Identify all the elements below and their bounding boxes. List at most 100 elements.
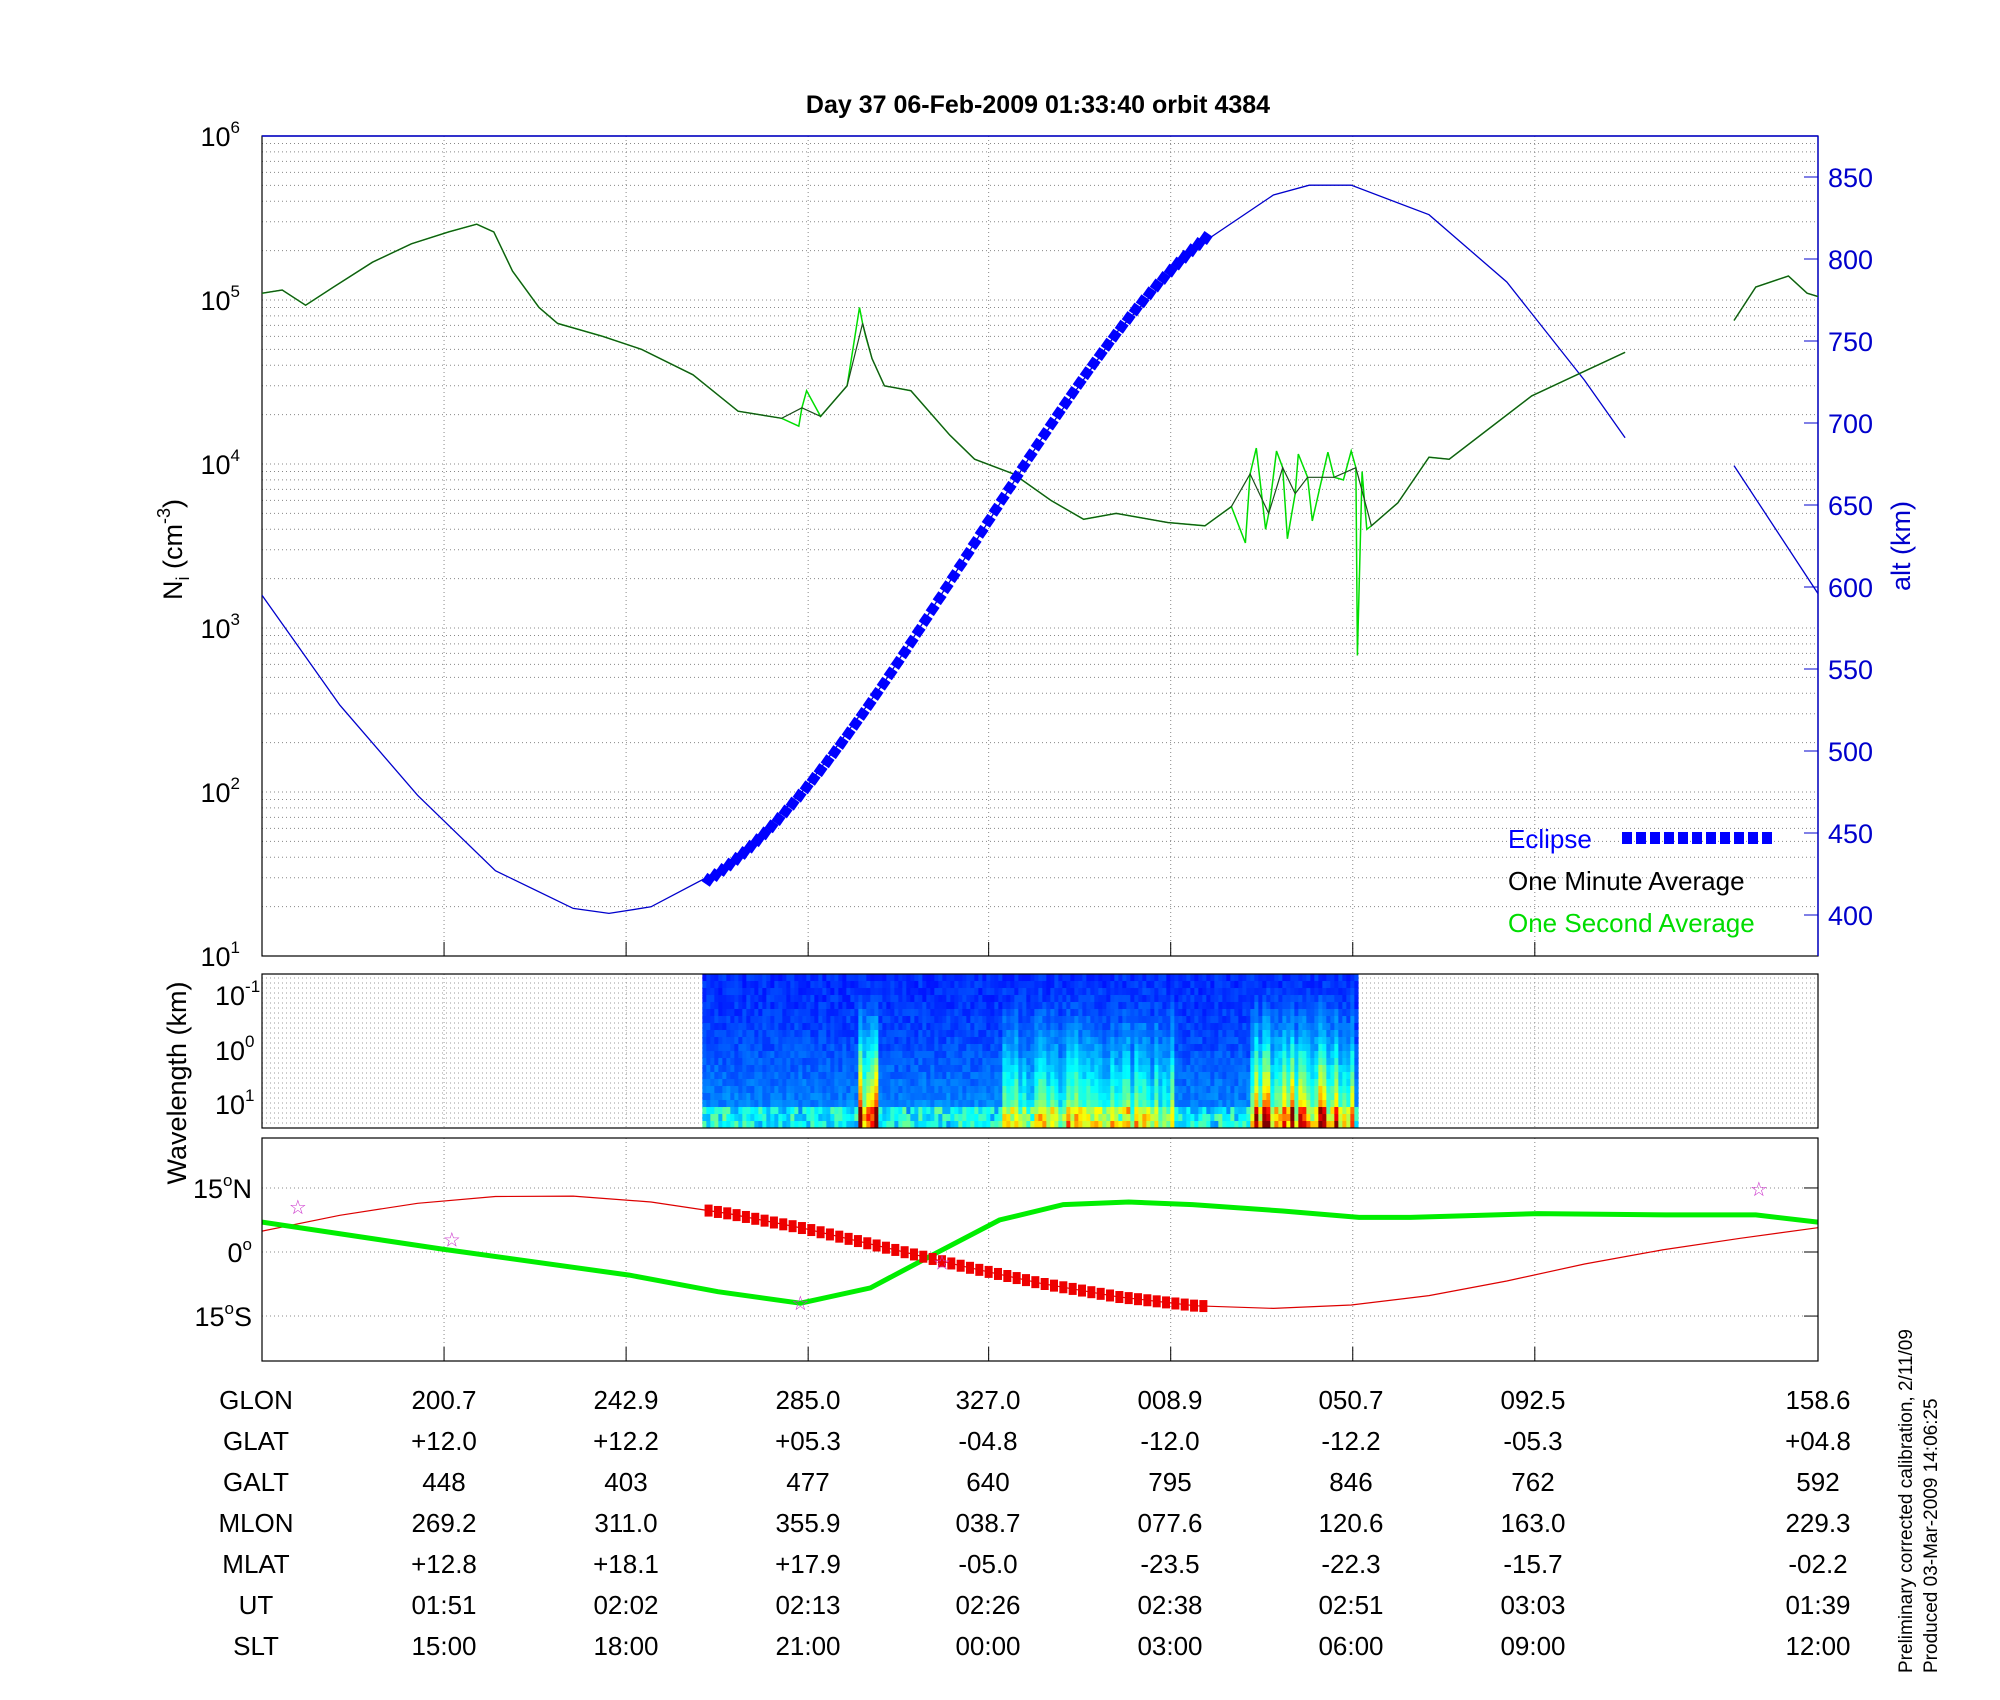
spectrogram-cell [910,1044,915,1052]
spectrogram-cell [1078,1107,1083,1115]
spectrogram-cell [994,1009,999,1017]
spectrogram-cell [1278,1037,1283,1045]
spectrogram-cell [950,1044,955,1052]
spectrogram-cell [1050,974,1055,982]
spectrogram-cell [1246,1093,1251,1101]
spectrogram-cell [774,1121,779,1129]
spectrogram-cell [730,1051,735,1059]
spectrogram-cell [1034,1037,1039,1045]
spectrogram-cell [1122,1121,1127,1129]
spectrogram-cell [866,988,871,996]
spectrogram-cell [974,1079,979,1087]
spectrogram-cell [1270,1058,1275,1066]
spectrogram-cell [1174,1051,1179,1059]
spectrogram-cell [1150,1093,1155,1101]
spectrogram-cell [1270,1065,1275,1073]
spectrogram-cell [1326,1051,1331,1059]
spectrogram-cell [1006,974,1011,982]
spectrogram-cell [1294,1037,1299,1045]
spectrogram-cell [1354,1030,1359,1038]
spectrogram-cell [794,1100,799,1108]
spectrogram-cell [1318,1093,1323,1101]
spectrogram-cell [1194,1051,1199,1059]
spectrogram-cell [974,1044,979,1052]
spectrogram-cell [966,1100,971,1108]
spectrogram-cell [1058,1121,1063,1129]
spectrogram-cell [886,1023,891,1031]
spectrogram-cell [874,995,879,1003]
spectrogram-cell [798,1002,803,1010]
spectrogram-cell [1066,1072,1071,1080]
spectrogram-cell [934,1086,939,1094]
spectrogram-cell [1186,1030,1191,1038]
spectrogram-cell [1074,995,1079,1003]
spectrogram-cell [830,1086,835,1094]
spectrogram-cell [1266,1058,1271,1066]
spectrogram-cell [1290,1093,1295,1101]
spectrogram-cell [854,1023,859,1031]
spectrogram-cell [978,1093,983,1101]
spectrogram-cell [954,988,959,996]
spectrogram-cell [1046,1072,1051,1080]
spectrogram-cell [1134,1009,1139,1017]
spectrogram-cell [1062,1107,1067,1115]
spectrogram-cell [1190,1121,1195,1129]
spectrogram-cell [1146,1023,1151,1031]
spectrogram-cell [1042,1016,1047,1024]
spectrogram-cell [1122,1079,1127,1087]
spectrogram-cell [1154,1051,1159,1059]
eclipse-marker [890,655,905,670]
spectrogram-cell [1126,988,1131,996]
spectrogram-cell [1066,974,1071,982]
spectrogram-cell [998,1044,1003,1052]
spectrogram-cell [762,1114,767,1122]
tick-exp: 0 [245,1032,254,1051]
spectrogram-cell [922,981,927,989]
spectrogram-cell [710,981,715,989]
spectrogram-cell [1002,1058,1007,1066]
spectrogram-cell [1170,1009,1175,1017]
spectrogram-cell [1218,1023,1223,1031]
spectrogram-cell [1058,1023,1063,1031]
table-cell: 477 [786,1467,829,1497]
spectrogram-cell [746,1009,751,1017]
spectrogram-cell [1342,1086,1347,1094]
spectrogram-cell [998,1030,1003,1038]
spectrogram-cell [1018,1093,1023,1101]
spectrogram-cell [718,1044,723,1052]
spectrogram-cell [1034,1086,1039,1094]
spectrogram-cell [814,1037,819,1045]
spectrogram-cell [1146,1051,1151,1059]
spectrogram-cell [1298,1051,1303,1059]
spectrogram-cell [750,988,755,996]
spectrogram-cell [1078,1093,1083,1101]
eclipse-marker [1107,328,1122,343]
spectrogram-cell [1174,1002,1179,1010]
spectrogram-cell [866,1107,871,1115]
spectrogram-cell [1194,995,1199,1003]
spectrogram-cell [1062,974,1067,982]
spectrogram-cell [1142,1051,1147,1059]
spectrogram-cell [890,1086,895,1094]
spectrogram-cell [1254,1044,1259,1052]
spectrogram-cell [1074,1086,1079,1094]
spectrogram-cell [822,1023,827,1031]
spectrogram-cell [902,1016,907,1024]
spectrogram-cell [1214,1072,1219,1080]
spectrogram-cell [1326,995,1331,1003]
spectrogram-cell [886,1044,891,1052]
spectrogram-cell [722,1030,727,1038]
spectrogram-cell [1246,988,1251,996]
spectrogram-cell [1038,1079,1043,1087]
spectrogram-cell [1078,1121,1083,1129]
spectrogram-cell [1334,1002,1339,1010]
spectrogram-cell [1034,1009,1039,1017]
spectrogram-cell [862,1023,867,1031]
spectrogram-cell [914,1100,919,1108]
spectrogram-cell [1098,981,1103,989]
spectrogram-cell [1278,1107,1283,1115]
spectrogram-cell [1254,1016,1259,1024]
spectrogram-cell [750,1044,755,1052]
spectrogram-cell [802,1044,807,1052]
spectrogram-cell [1266,981,1271,989]
